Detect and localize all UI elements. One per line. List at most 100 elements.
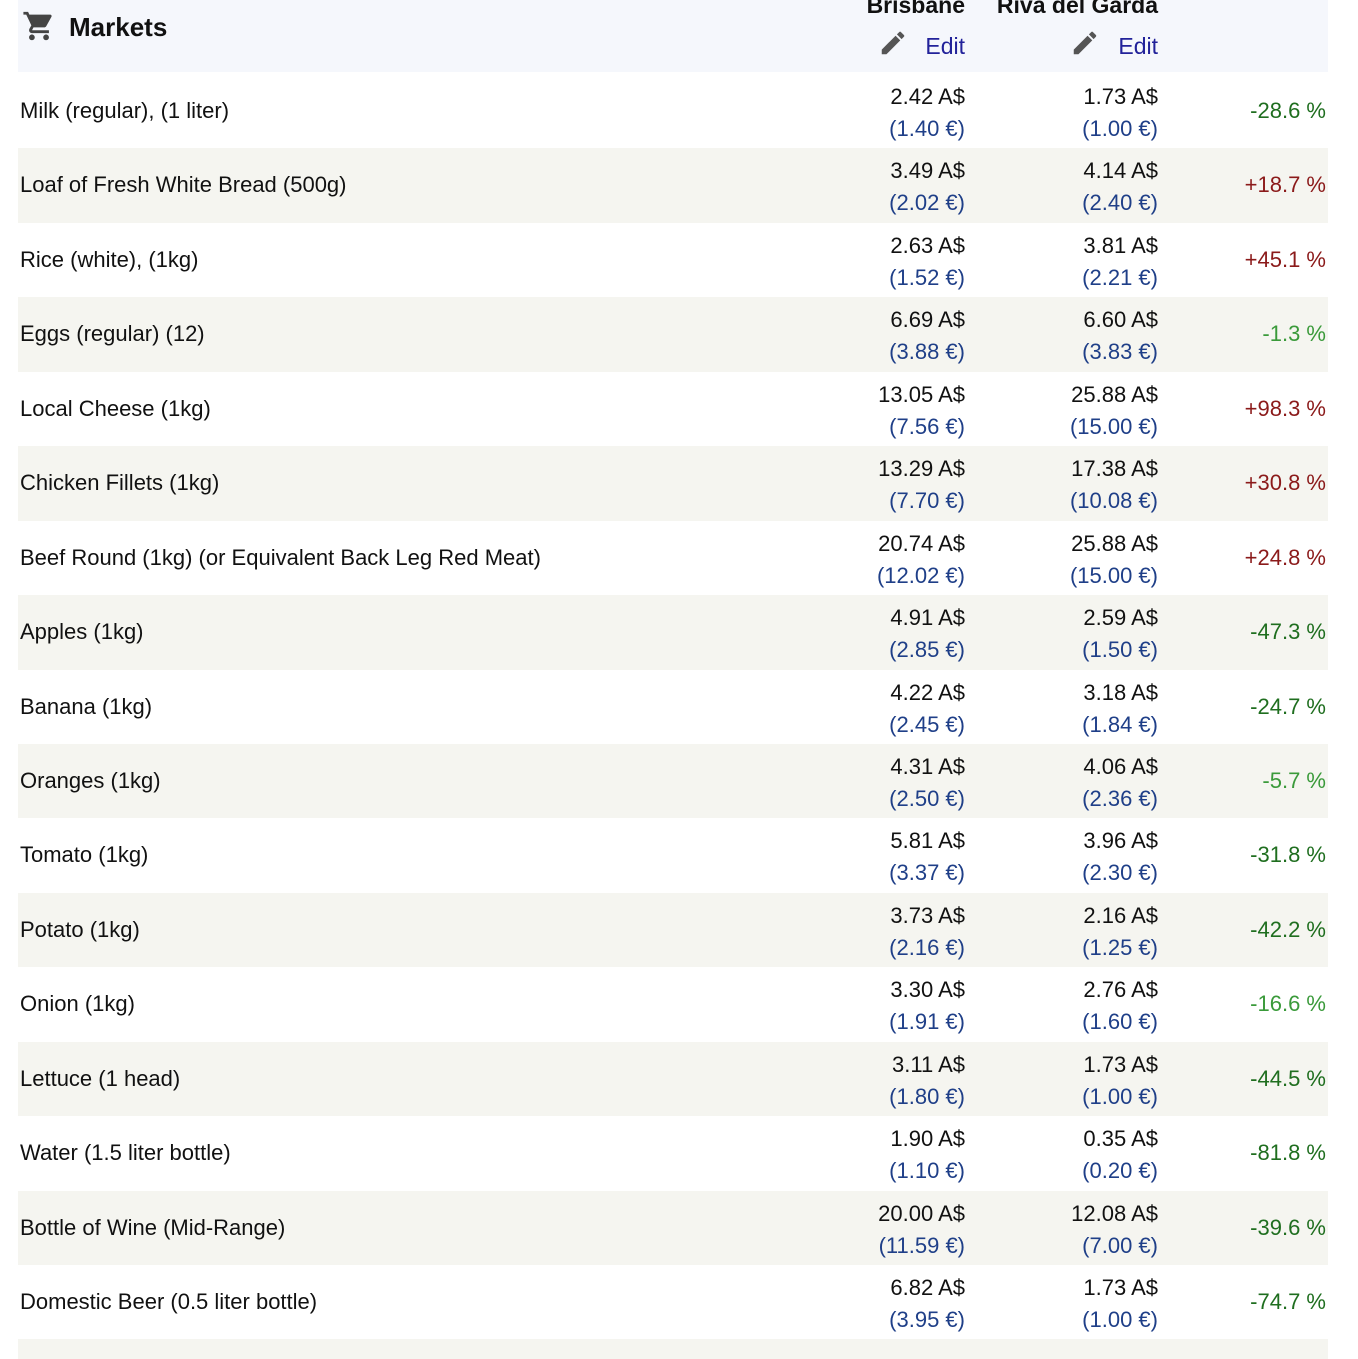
price-difference: +30.8 % <box>1244 470 1326 496</box>
city-header: Riva del Garda <box>996 0 1158 18</box>
item-name: Rice (white), (1kg) <box>20 246 199 272</box>
price-difference: -39.6 % <box>1250 1214 1326 1240</box>
price-local: 4.22 A$ <box>890 679 965 705</box>
table-row: Chicken Fillets (1kg) 13.29 A$ (7.70 €) 17.… <box>18 446 1328 521</box>
price-local: 2.42 A$ <box>890 84 965 109</box>
item-name: Apples (1kg) <box>20 619 144 645</box>
price-eur: (1.52 €) <box>889 264 965 290</box>
price-local: 3.96 A$ <box>1083 828 1158 854</box>
price-local: 1.73 A$ <box>1083 84 1158 109</box>
price-local: 3.18 A$ <box>1083 679 1158 705</box>
price-local: 3.11 A$ <box>892 1051 965 1077</box>
price-eur: (2.45 €) <box>889 711 965 737</box>
price-local: 4.91 A$ <box>890 605 965 631</box>
table-row: Rice (white), (1kg) 2.63 A$ (1.52 €) 3.81 A… <box>18 223 1328 297</box>
price-local: 20.74 A$ <box>878 530 965 556</box>
item-name: Oranges (1kg) <box>20 767 161 793</box>
section-title: Markets <box>69 12 168 42</box>
price-local: 4.06 A$ <box>1083 753 1158 779</box>
item-name: Bottle of Wine (Mid-Range) <box>20 1214 286 1240</box>
table-header: Markets Brisbane Riva del Garda Edit Edi… <box>18 0 1328 72</box>
price-difference: +45.1 % <box>1244 246 1326 272</box>
price-eur: (1.00 €) <box>1082 1307 1158 1333</box>
price-eur: (3.83 €) <box>1082 339 1158 365</box>
price-local: 17.38 A$ <box>1071 456 1158 482</box>
price-difference: -5.7 % <box>1262 767 1326 793</box>
price-local: 4.14 A$ <box>1083 158 1158 184</box>
item-name: Tomato (1kg) <box>20 842 149 868</box>
price-local: 2.63 A$ <box>890 232 965 258</box>
table-row: Potato (1kg) 3.73 A$ (2.16 €) 2.16 A$ (1.25 … <box>18 892 1328 968</box>
item-name: Local Cheese (1kg) <box>20 395 211 421</box>
price-eur: (3.88 €) <box>889 339 965 365</box>
price-eur: (1.00 €) <box>1082 116 1158 141</box>
table-row: Local Cheese (1kg) 13.05 A$ (7.56 €) 25.88 … <box>18 372 1328 446</box>
item-name: Onion (1kg) <box>20 991 135 1017</box>
table-row: Loaf of Fresh White Bread (500g) 3.49 A$ (… <box>18 148 1328 223</box>
price-difference: -1.3 % <box>1262 321 1326 347</box>
price-eur: (2.21 €) <box>1082 264 1158 290</box>
price-local: 1.73 A$ <box>1083 1275 1158 1301</box>
price-local: 6.69 A$ <box>890 307 965 333</box>
price-difference: +98.3 % <box>1244 395 1326 421</box>
price-eur: (3.95 €) <box>889 1307 965 1333</box>
price-difference: -81.8 % <box>1250 1140 1326 1166</box>
price-eur: (1.40 €) <box>889 116 965 141</box>
price-eur: (2.16 €) <box>889 934 965 960</box>
price-eur: (2.36 €) <box>1082 785 1158 811</box>
price-eur: (15.00 €) <box>1069 413 1158 439</box>
table-row: Water (1.5 liter bottle) 1.90 A$ (1.10 €) 0… <box>18 1116 1328 1190</box>
table-row: Onion (1kg) 3.30 A$ (1.91 €) 2.76 A$ (1.60 €… <box>18 967 1328 1041</box>
price-difference: -24.7 % <box>1250 693 1326 719</box>
price-local: 6.60 A$ <box>1083 307 1158 333</box>
cart-icon <box>23 11 52 41</box>
table-row: Milk (regular), (1 liter) 2.42 A$ (1.40 €)… <box>18 74 1328 148</box>
edit-link[interactable]: Edit <box>1118 33 1158 59</box>
price-eur: (0.20 €) <box>1082 1158 1158 1184</box>
price-local: 1.73 A$ <box>1083 1051 1158 1077</box>
price-local: 1.90 A$ <box>890 1126 965 1152</box>
price-eur: (1.50 €) <box>1082 637 1158 663</box>
table-row: Apples (1kg) 4.91 A$ (2.85 €) 2.59 A$ (1.50 … <box>18 595 1328 670</box>
price-local: 25.88 A$ <box>1071 530 1158 556</box>
item-name: Beef Round (1kg) (or Equivalent Back Leg… <box>20 544 541 570</box>
item-name: Banana (1kg) <box>20 693 153 719</box>
edit-link[interactable]: Edit <box>925 33 965 59</box>
price-local: 3.73 A$ <box>890 902 965 928</box>
price-local: 12.08 A$ <box>1071 1200 1158 1226</box>
price-eur: (12.02 €) <box>876 562 965 588</box>
price-local: 6.82 A$ <box>890 1275 965 1301</box>
price-eur: (1.00 €) <box>1082 1083 1158 1109</box>
price-eur: (1.80 €) <box>889 1083 965 1109</box>
price-local: 13.29 A$ <box>878 456 965 482</box>
price-eur: (3.37 €) <box>889 860 965 886</box>
price-eur: (1.10 €) <box>889 1158 965 1184</box>
item-name: Eggs (regular) (12) <box>20 321 205 347</box>
price-local: 2.59 A$ <box>1083 605 1158 631</box>
price-eur: (1.91 €) <box>889 1009 965 1035</box>
item-name: Water (1.5 liter bottle) <box>20 1140 231 1166</box>
table-row: Tomato (1kg) 5.81 A$ (3.37 €) 3.96 A$ (2.30 … <box>18 818 1328 892</box>
table-row: Bottle of Wine (Mid-Range) 20.00 A$ (11.59… <box>18 1190 1328 1266</box>
price-eur: (11.59 €) <box>878 1232 965 1258</box>
table-row: Beef Round (1kg) (or Equivalent Back Leg… <box>18 521 1328 595</box>
price-eur: (10.08 €) <box>1069 488 1158 514</box>
price-eur: (2.85 €) <box>889 637 965 663</box>
table-row: Banana (1kg) 4.22 A$ (2.45 €) 3.18 A$ (1.84 … <box>18 670 1328 744</box>
pencil-icon[interactable] <box>878 28 908 58</box>
table-row: Domestic Beer (0.5 liter bottle) 6.82 A$ (… <box>18 1265 1328 1339</box>
price-difference: -47.3 % <box>1250 619 1326 645</box>
price-local: 0.35 A$ <box>1083 1126 1158 1152</box>
price-difference: -44.5 % <box>1250 1065 1326 1091</box>
price-eur: (2.50 €) <box>889 785 965 811</box>
price-difference: -74.7 % <box>1250 1289 1326 1315</box>
price-eur: (1.25 €) <box>1082 934 1158 960</box>
item-name: Domestic Beer (0.5 liter bottle) <box>20 1289 318 1315</box>
price-difference: -31.8 % <box>1250 842 1326 868</box>
pencil-icon[interactable] <box>1070 28 1100 58</box>
table-row: Eggs (regular) (12) 6.69 A$ (3.88 €) 6.60 A… <box>18 297 1328 372</box>
price-local: 25.88 A$ <box>1071 381 1158 407</box>
price-local: 3.30 A$ <box>890 977 965 1003</box>
price-eur: (1.60 €) <box>1082 1009 1158 1035</box>
